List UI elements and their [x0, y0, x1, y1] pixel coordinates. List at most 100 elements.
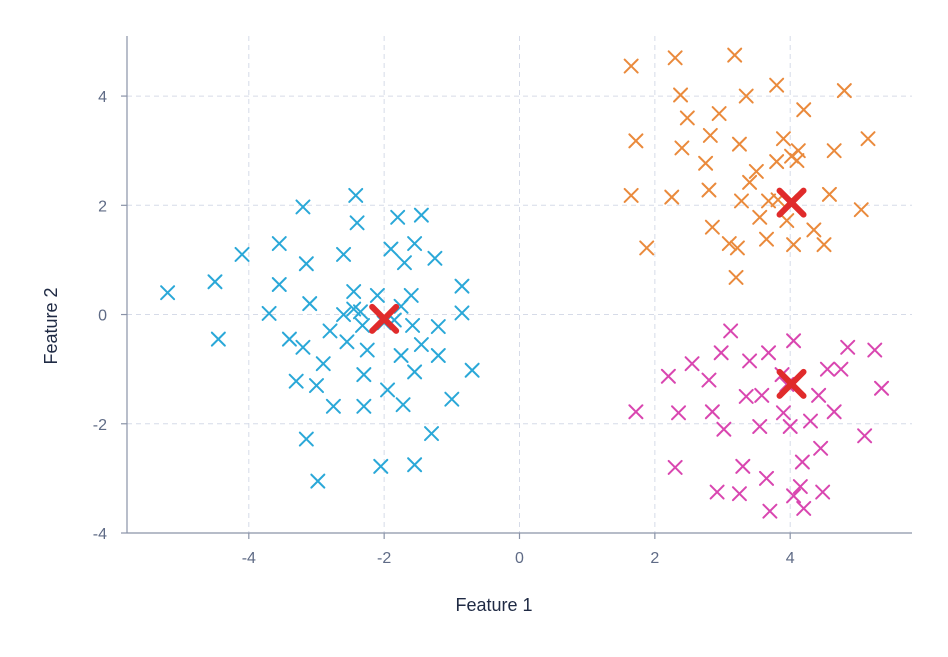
data-point-cluster-3 — [731, 486, 747, 502]
data-point-cluster-3 — [775, 405, 791, 421]
data-point-cluster-1 — [298, 431, 314, 447]
data-point-cluster-2 — [639, 240, 655, 256]
data-point-cluster-3 — [628, 404, 644, 420]
data-point-cluster-2 — [738, 88, 754, 104]
data-point-cluster-3 — [840, 339, 856, 355]
data-point-cluster-1 — [207, 274, 223, 290]
data-point-cluster-2 — [702, 127, 718, 143]
data-point-cluster-3 — [794, 454, 810, 470]
data-point-cluster-2 — [729, 240, 745, 256]
data-point-cluster-3 — [704, 404, 720, 420]
data-point-cluster-2 — [790, 143, 806, 159]
data-point-cluster-1 — [390, 209, 406, 225]
data-point-cluster-1 — [261, 305, 277, 321]
data-point-cluster-3 — [701, 372, 717, 388]
data-point-cluster-1 — [407, 457, 423, 473]
data-point-cluster-1 — [348, 187, 364, 203]
data-point-cluster-3 — [761, 345, 777, 361]
data-point-cluster-1 — [210, 331, 226, 347]
data-point-cluster-1 — [288, 373, 304, 389]
data-point-cluster-1 — [464, 362, 480, 378]
data-point-cluster-1 — [407, 236, 423, 252]
data-point-cluster-2 — [796, 102, 812, 118]
data-point-cluster-1 — [315, 356, 331, 372]
data-point-cluster-3 — [762, 503, 778, 519]
data-point-cluster-1 — [454, 278, 470, 294]
data-point-cluster-1 — [349, 215, 365, 231]
data-point-cluster-2 — [701, 182, 717, 198]
data-point-cluster-1 — [281, 331, 297, 347]
x-tick-label: 4 — [786, 550, 795, 567]
data-point-cluster-2 — [779, 213, 795, 229]
data-point-cluster-2 — [775, 131, 791, 147]
centroid-marker — [776, 368, 807, 399]
data-point-cluster-1 — [356, 398, 372, 414]
centroid-marker — [776, 187, 807, 218]
data-point-cluster-2 — [742, 174, 758, 190]
data-point-cluster-1 — [427, 250, 443, 266]
data-point-cluster-3 — [684, 356, 700, 372]
data-point-cluster-1 — [383, 241, 399, 257]
data-point-cluster-1 — [407, 364, 423, 380]
data-point-cluster-3 — [735, 458, 751, 474]
data-point-cluster-2 — [853, 202, 869, 218]
data-point-cluster-3 — [716, 421, 732, 437]
y-tick-label: -2 — [93, 417, 107, 434]
data-point-cluster-3 — [826, 404, 842, 420]
y-axis-label: Feature 2 — [41, 287, 61, 364]
data-point-cluster-2 — [826, 143, 842, 159]
data-point-cluster-2 — [733, 193, 749, 209]
data-point-cluster-1 — [369, 287, 385, 303]
x-axis-label: Feature 1 — [455, 595, 532, 615]
data-point-cluster-3 — [819, 361, 835, 377]
x-tick-labels: -4 -2 0 2 4 — [242, 550, 795, 567]
data-point-cluster-2 — [698, 155, 714, 171]
data-point-cluster-3 — [857, 428, 873, 444]
data-point-cluster-2 — [821, 186, 837, 202]
data-point-cluster-1 — [444, 391, 460, 407]
data-point-cluster-3 — [833, 361, 849, 377]
data-point-cluster-1 — [325, 398, 341, 414]
data-point-cluster-2 — [816, 237, 832, 253]
data-points — [160, 47, 890, 519]
data-point-cluster-1 — [380, 382, 396, 398]
centroid-marker — [369, 303, 400, 334]
data-point-cluster-1 — [395, 397, 411, 413]
data-point-cluster-2 — [711, 106, 727, 122]
data-point-cluster-1 — [356, 367, 372, 383]
data-point-cluster-2 — [836, 83, 852, 99]
y-tick-label: 4 — [98, 89, 107, 106]
data-point-cluster-2 — [759, 231, 775, 247]
data-point-cluster-2 — [628, 133, 644, 149]
data-point-cluster-1 — [373, 458, 389, 474]
axes — [121, 36, 912, 539]
data-point-cluster-3 — [723, 323, 739, 339]
data-point-cluster-2 — [731, 136, 747, 152]
data-point-cluster-1 — [271, 277, 287, 292]
data-point-cluster-2 — [623, 58, 639, 74]
grid-lines — [127, 36, 912, 534]
x-tick-label: 0 — [515, 550, 524, 567]
data-point-cluster-1 — [430, 319, 446, 335]
data-point-cluster-3 — [738, 388, 754, 404]
data-point-cluster-3 — [786, 488, 802, 504]
data-point-cluster-3 — [754, 387, 770, 403]
data-point-cluster-3 — [813, 440, 829, 456]
data-point-cluster-2 — [623, 187, 639, 203]
data-point-cluster-3 — [811, 387, 827, 403]
x-tick-label: -2 — [377, 550, 391, 567]
data-point-cluster-1 — [352, 304, 368, 320]
data-point-cluster-1 — [271, 236, 287, 252]
data-point-cluster-3 — [759, 470, 775, 486]
data-point-cluster-1 — [160, 285, 176, 301]
y-tick-labels: -4 -2 0 2 4 — [93, 89, 107, 543]
data-point-cluster-3 — [792, 479, 808, 495]
data-point-cluster-3 — [660, 368, 676, 384]
data-point-cluster-1 — [346, 284, 362, 300]
data-point-cluster-1 — [359, 342, 375, 358]
data-point-cluster-3 — [671, 405, 687, 421]
data-point-cluster-1 — [322, 323, 338, 339]
data-point-cluster-3 — [742, 353, 758, 369]
data-point-cluster-1 — [310, 473, 326, 489]
